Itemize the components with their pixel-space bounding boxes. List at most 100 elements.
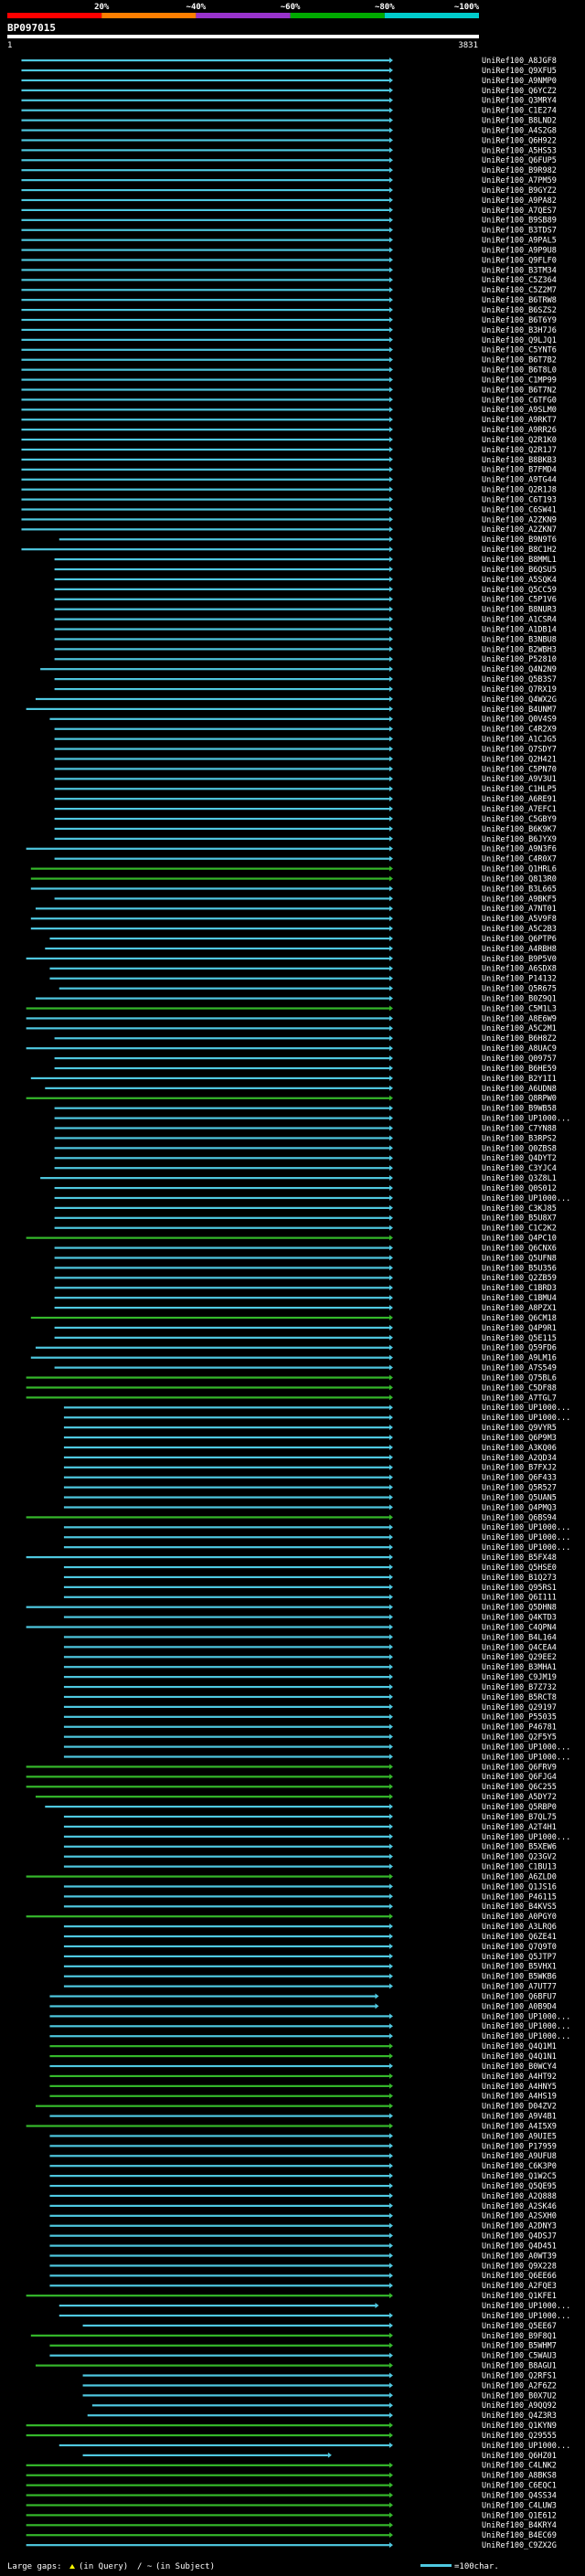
hit-bar[interactable]	[21, 368, 389, 371]
hit-bar[interactable]	[26, 957, 389, 959]
hit-bar[interactable]	[26, 2494, 389, 2496]
hit-label[interactable]: UniRef100_B4L164	[482, 1633, 557, 1642]
hit-bar[interactable]	[82, 2454, 328, 2456]
hit-label[interactable]: UniRef100_UP1000...	[482, 1414, 570, 1423]
hit-bar[interactable]	[45, 947, 389, 950]
hit-bar[interactable]	[54, 1336, 389, 1339]
hit-bar[interactable]	[26, 2504, 389, 2507]
hit-bar[interactable]	[54, 1167, 389, 1170]
hit-bar[interactable]	[63, 1565, 389, 1569]
hit-label[interactable]: UniRef100_C1BMU4	[482, 1294, 557, 1303]
hit-label[interactable]: UniRef100_A6SDX8	[482, 965, 557, 974]
hit-label[interactable]: UniRef100_A7EFC1	[482, 805, 557, 814]
hit-label[interactable]: UniRef100_A9LM16	[482, 1354, 557, 1363]
hit-label[interactable]: UniRef100_B4UNM7	[482, 705, 557, 715]
hit-label[interactable]: UniRef100_B6QSU5	[482, 566, 557, 575]
hit-bar[interactable]	[91, 2404, 389, 2407]
hit-bar[interactable]	[63, 1595, 389, 1598]
hit-label[interactable]: UniRef100_Q9XFU5	[482, 67, 557, 76]
hit-bar[interactable]	[54, 768, 389, 770]
hit-bar[interactable]	[63, 1426, 389, 1429]
hit-label[interactable]: UniRef100_UP1000...	[482, 2032, 570, 2041]
hit-bar[interactable]	[82, 2384, 389, 2387]
hit-bar[interactable]	[26, 2514, 389, 2517]
hit-label[interactable]: UniRef100_B6JYX9	[482, 835, 557, 844]
hit-bar[interactable]	[54, 778, 389, 780]
hit-bar[interactable]	[54, 638, 389, 641]
hit-label[interactable]: UniRef100_C3KJ85	[482, 1204, 557, 1214]
hit-label[interactable]: UniRef100_UP1000...	[482, 1743, 570, 1752]
hit-label[interactable]: UniRef100_B0X7U2	[482, 2391, 557, 2401]
hit-bar[interactable]	[54, 1066, 389, 1070]
hit-bar[interactable]	[63, 1456, 389, 1458]
hit-label[interactable]: UniRef100_Q3MRY4	[482, 97, 557, 106]
hit-bar[interactable]	[21, 518, 389, 521]
hit-bar[interactable]	[63, 1705, 389, 1708]
hit-bar[interactable]	[26, 2295, 389, 2297]
hit-label[interactable]: UniRef100_Q6EE66	[482, 2272, 557, 2281]
hit-label[interactable]: UniRef100_B3MHA1	[482, 1663, 557, 1672]
hit-bar[interactable]	[21, 169, 389, 172]
hit-label[interactable]: UniRef100_Q5R675	[482, 985, 557, 994]
hit-label[interactable]: UniRef100_Q09757	[482, 1055, 557, 1064]
hit-label[interactable]: UniRef100_B6K9K7	[482, 825, 557, 834]
hit-label[interactable]: UniRef100_C5GBY9	[482, 815, 557, 824]
hit-bar[interactable]	[26, 707, 389, 710]
hit-bar[interactable]	[26, 2125, 389, 2127]
hit-label[interactable]: UniRef100_C4QPN4	[482, 1623, 557, 1632]
hit-label[interactable]: UniRef100_B8NUR3	[482, 606, 557, 615]
hit-label[interactable]: UniRef100_Q6ZE41	[482, 1933, 557, 1942]
hit-bar[interactable]	[21, 179, 389, 182]
hit-bar[interactable]	[35, 1346, 389, 1349]
hit-bar[interactable]	[63, 1646, 389, 1648]
hit-label[interactable]: UniRef100_A5C2B3	[482, 925, 557, 934]
hit-label[interactable]: UniRef100_C6EQC1	[482, 2482, 557, 2491]
hit-label[interactable]: UniRef100_A0WT39	[482, 2252, 557, 2261]
hit-label[interactable]: UniRef100_B3NBU8	[482, 635, 557, 644]
hit-label[interactable]: UniRef100_Q4DSJ7	[482, 2232, 557, 2242]
hit-label[interactable]: UniRef100_B8AGU1	[482, 2362, 557, 2371]
hit-bar[interactable]	[26, 1097, 389, 1099]
hit-label[interactable]: UniRef100_Q6PTP6	[482, 935, 557, 944]
hit-bar[interactable]	[21, 69, 389, 72]
hit-label[interactable]: UniRef100_C6K3P0	[482, 2162, 557, 2171]
hit-bar[interactable]	[21, 419, 389, 421]
hit-bar[interactable]	[58, 2305, 376, 2307]
hit-bar[interactable]	[63, 1536, 389, 1539]
hit-label[interactable]: UniRef100_Q29555	[482, 2432, 557, 2441]
hit-bar[interactable]	[21, 468, 389, 471]
hit-label[interactable]: UniRef100_Q2RFS1	[482, 2371, 557, 2380]
hit-bar[interactable]	[21, 279, 389, 281]
hit-bar[interactable]	[49, 2204, 389, 2207]
hit-bar[interactable]	[49, 2115, 389, 2117]
hit-bar[interactable]	[49, 2045, 389, 2048]
hit-label[interactable]: UniRef100_A9V4B1	[482, 2113, 557, 2122]
hit-label[interactable]: UniRef100_Q9LJQ1	[482, 336, 557, 345]
hit-bar[interactable]	[63, 1965, 389, 1967]
hit-label[interactable]: UniRef100_Q5EE67	[482, 2322, 557, 2331]
hit-bar[interactable]	[63, 1855, 389, 1858]
hit-label[interactable]: UniRef100_Q2R1J7	[482, 446, 557, 455]
hit-bar[interactable]	[21, 198, 389, 202]
hit-label[interactable]: UniRef100_A6UDN8	[482, 1085, 557, 1094]
hit-bar[interactable]	[63, 1715, 389, 1718]
hit-bar[interactable]	[49, 2194, 389, 2198]
hit-bar[interactable]	[49, 2344, 389, 2347]
hit-label[interactable]: UniRef100_C4R0X7	[482, 855, 557, 864]
hit-label[interactable]: UniRef100_Q5QE95	[482, 2182, 557, 2191]
hit-bar[interactable]	[49, 2264, 389, 2267]
hit-label[interactable]: UniRef100_A1DB14	[482, 625, 557, 634]
hit-bar[interactable]	[58, 2443, 389, 2447]
hit-label[interactable]: UniRef100_B6TRW8	[482, 296, 557, 305]
hit-label[interactable]: UniRef100_Q4CEA4	[482, 1643, 557, 1652]
hit-label[interactable]: UniRef100_Q5UFN8	[482, 1254, 557, 1263]
hit-bar[interactable]	[54, 827, 389, 831]
hit-bar[interactable]	[49, 2354, 389, 2357]
hit-label[interactable]: UniRef100_UP1000...	[482, 1404, 570, 1413]
hit-label[interactable]: UniRef100_B7Z732	[482, 1683, 557, 1692]
hit-label[interactable]: UniRef100_Q6CNX6	[482, 1244, 557, 1253]
hit-label[interactable]: UniRef100_B7FMD4	[482, 466, 557, 475]
hit-bar[interactable]	[21, 429, 389, 431]
hit-bar[interactable]	[54, 1137, 389, 1140]
hit-bar[interactable]	[63, 1486, 389, 1489]
